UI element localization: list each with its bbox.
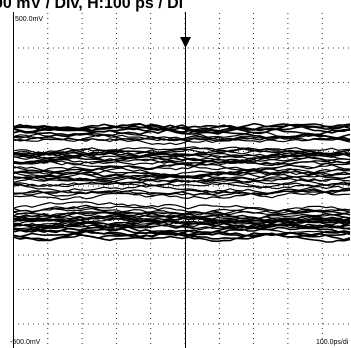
eye-traces: [13, 122, 351, 243]
trace: [13, 221, 351, 231]
trace: [13, 213, 351, 222]
trigger-marker: [180, 37, 191, 48]
trace: [13, 231, 351, 243]
trace: [13, 173, 351, 183]
title: V:100 mV / Div, H:100 ps / Di: [0, 0, 183, 12]
trace: [13, 132, 351, 142]
trace: [13, 133, 351, 143]
trace: [13, 201, 351, 213]
timebase-label: 100.0ps/di: [316, 339, 349, 346]
trace: [13, 230, 351, 242]
trace: [13, 122, 351, 135]
trace: [13, 150, 351, 157]
trace: [13, 154, 351, 167]
trace: [13, 126, 351, 136]
trace: [13, 222, 351, 234]
trace: [13, 184, 351, 195]
trace: [13, 175, 351, 189]
bottom-voltage-label: -500.0mV: [10, 339, 41, 346]
top-voltage-label: 500.0mV: [15, 16, 43, 23]
trace: [13, 156, 351, 169]
trace: [13, 188, 351, 199]
trace: [13, 149, 351, 160]
trace: [13, 173, 351, 188]
trace: [13, 207, 351, 216]
trace: [13, 185, 351, 197]
trace: [13, 146, 351, 161]
trace: [13, 165, 351, 176]
trace: [13, 133, 351, 146]
trace: [13, 173, 351, 185]
trace: [13, 156, 351, 166]
trace: [13, 124, 351, 135]
trace: [13, 205, 351, 214]
trace: [13, 215, 351, 229]
trace: [13, 181, 351, 190]
trace: [13, 188, 351, 200]
trace: [13, 211, 351, 220]
trace: [13, 225, 351, 235]
